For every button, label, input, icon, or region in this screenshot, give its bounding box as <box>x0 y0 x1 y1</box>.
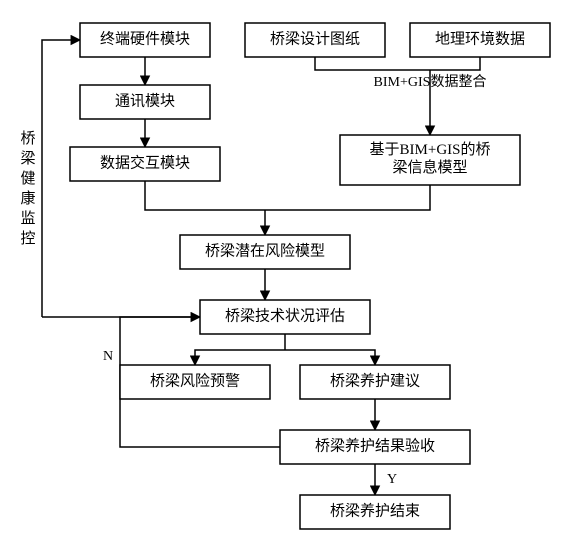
conn-design-down <box>315 57 430 70</box>
node-n_design-label: 桥梁设计图纸 <box>270 30 360 47</box>
node-n_hw: 终端硬件模块 <box>80 23 210 57</box>
node-n_hw-label: 终端硬件模块 <box>100 30 190 47</box>
node-n_risk-label: 桥梁潜在风险模型 <box>205 242 325 259</box>
node-n_end: 桥梁养护结束 <box>300 495 450 529</box>
node-n_eval: 桥梁技术状况评估 <box>200 300 370 334</box>
node-n_eval-label: 桥梁技术状况评估 <box>225 307 345 324</box>
edge-label-Y: Y <box>387 472 397 487</box>
node-n_end-label: 桥梁养护结束 <box>330 502 420 519</box>
node-n_data-label: 数据交互模块 <box>100 153 190 171</box>
node-n_risk: 桥梁潜在风险模型 <box>180 235 350 269</box>
conn-geo-down <box>430 57 480 70</box>
node-n_sugg-label: 桥梁养护建议 <box>330 372 420 389</box>
vertical-label: 桥梁健康监控 <box>20 130 35 247</box>
node-n_geo-label: 地理环境数据 <box>435 29 525 47</box>
nodes: 终端硬件模块 桥梁设计图纸 地理环境数据通讯模块数据交互模块 基于BIM+GIS的桥梁… <box>70 23 550 529</box>
node-n_accept: 桥梁养护结果验收 <box>280 430 470 464</box>
conn-data-join <box>145 181 265 210</box>
conn-bimgis-join <box>265 185 430 210</box>
node-n_comm-label: 通讯模块 <box>115 92 175 109</box>
node-n_warn: 桥梁风险预警 <box>120 365 270 399</box>
node-n_data: 数据交互模块 <box>70 147 220 181</box>
node-n_warn-label: 桥梁风险预警 <box>150 372 240 389</box>
node-n_accept-label: 桥梁养护结果验收 <box>315 437 435 454</box>
node-n_bimgis: 基于BIM+GIS的桥梁信息模型 <box>340 135 520 185</box>
edge-label-bim_merge: BIM+GIS数据整合 <box>374 74 487 90</box>
node-n_design: 桥梁设计图纸 <box>245 23 385 57</box>
edge-label-N: N <box>103 349 113 364</box>
node-n_comm: 通讯模块 <box>80 85 210 119</box>
conn-split-sugg <box>285 350 375 365</box>
node-n_sugg: 桥梁养护建议 <box>300 365 450 399</box>
node-n_geo: 地理环境数据 <box>410 23 550 57</box>
conn-split-warn <box>195 350 285 365</box>
